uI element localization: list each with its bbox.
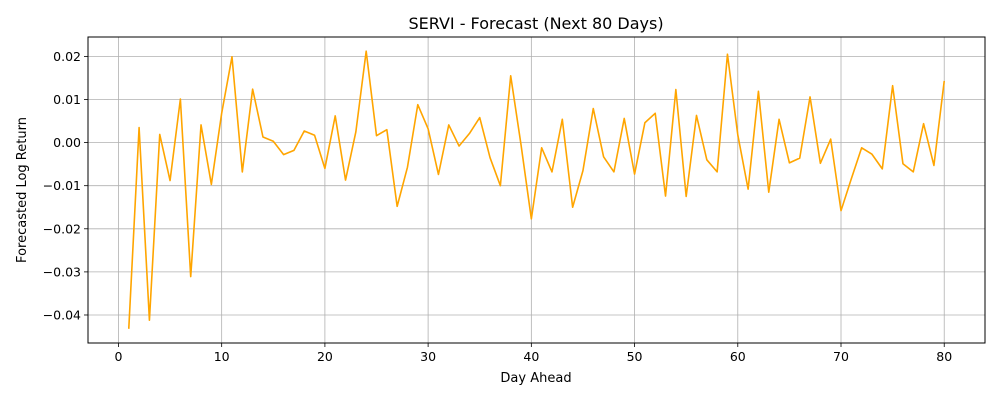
- y-tick-label: −0.04: [43, 307, 81, 322]
- y-tick-label: 0.01: [53, 92, 81, 107]
- forecast-series-line: [127, 50, 946, 329]
- y-axis: −0.04 −0.03 −0.02 −0.01 0.00 0.01 0.02: [43, 49, 88, 322]
- x-tick-label: 80: [936, 349, 952, 364]
- y-tick-label: 0.02: [53, 49, 81, 64]
- x-axis-title: Day Ahead: [500, 371, 571, 386]
- x-tick-label: 40: [523, 349, 539, 364]
- x-tick-label: 20: [317, 349, 333, 364]
- x-tick-label: 50: [627, 349, 643, 364]
- x-tick-label: 30: [420, 349, 436, 364]
- grid: [88, 37, 985, 343]
- chart-title: SERVI - Forecast (Next 80 Days): [408, 14, 663, 33]
- plot-frame: [87, 36, 986, 344]
- x-axis: 0 10 20 30 40 50 60 70 80: [114, 343, 952, 364]
- y-tick-label: −0.03: [43, 264, 81, 279]
- y-tick-label: −0.02: [43, 221, 81, 236]
- y-tick-label: −0.01: [43, 178, 81, 193]
- x-tick-label: 70: [833, 349, 849, 364]
- x-tick-label: 10: [214, 349, 230, 364]
- series-layer: [127, 50, 946, 329]
- y-tick-label: 0.00: [53, 135, 81, 150]
- y-axis-title: Forecasted Log Return: [15, 117, 30, 263]
- x-tick-label: 0: [114, 349, 122, 364]
- x-tick-label: 60: [730, 349, 746, 364]
